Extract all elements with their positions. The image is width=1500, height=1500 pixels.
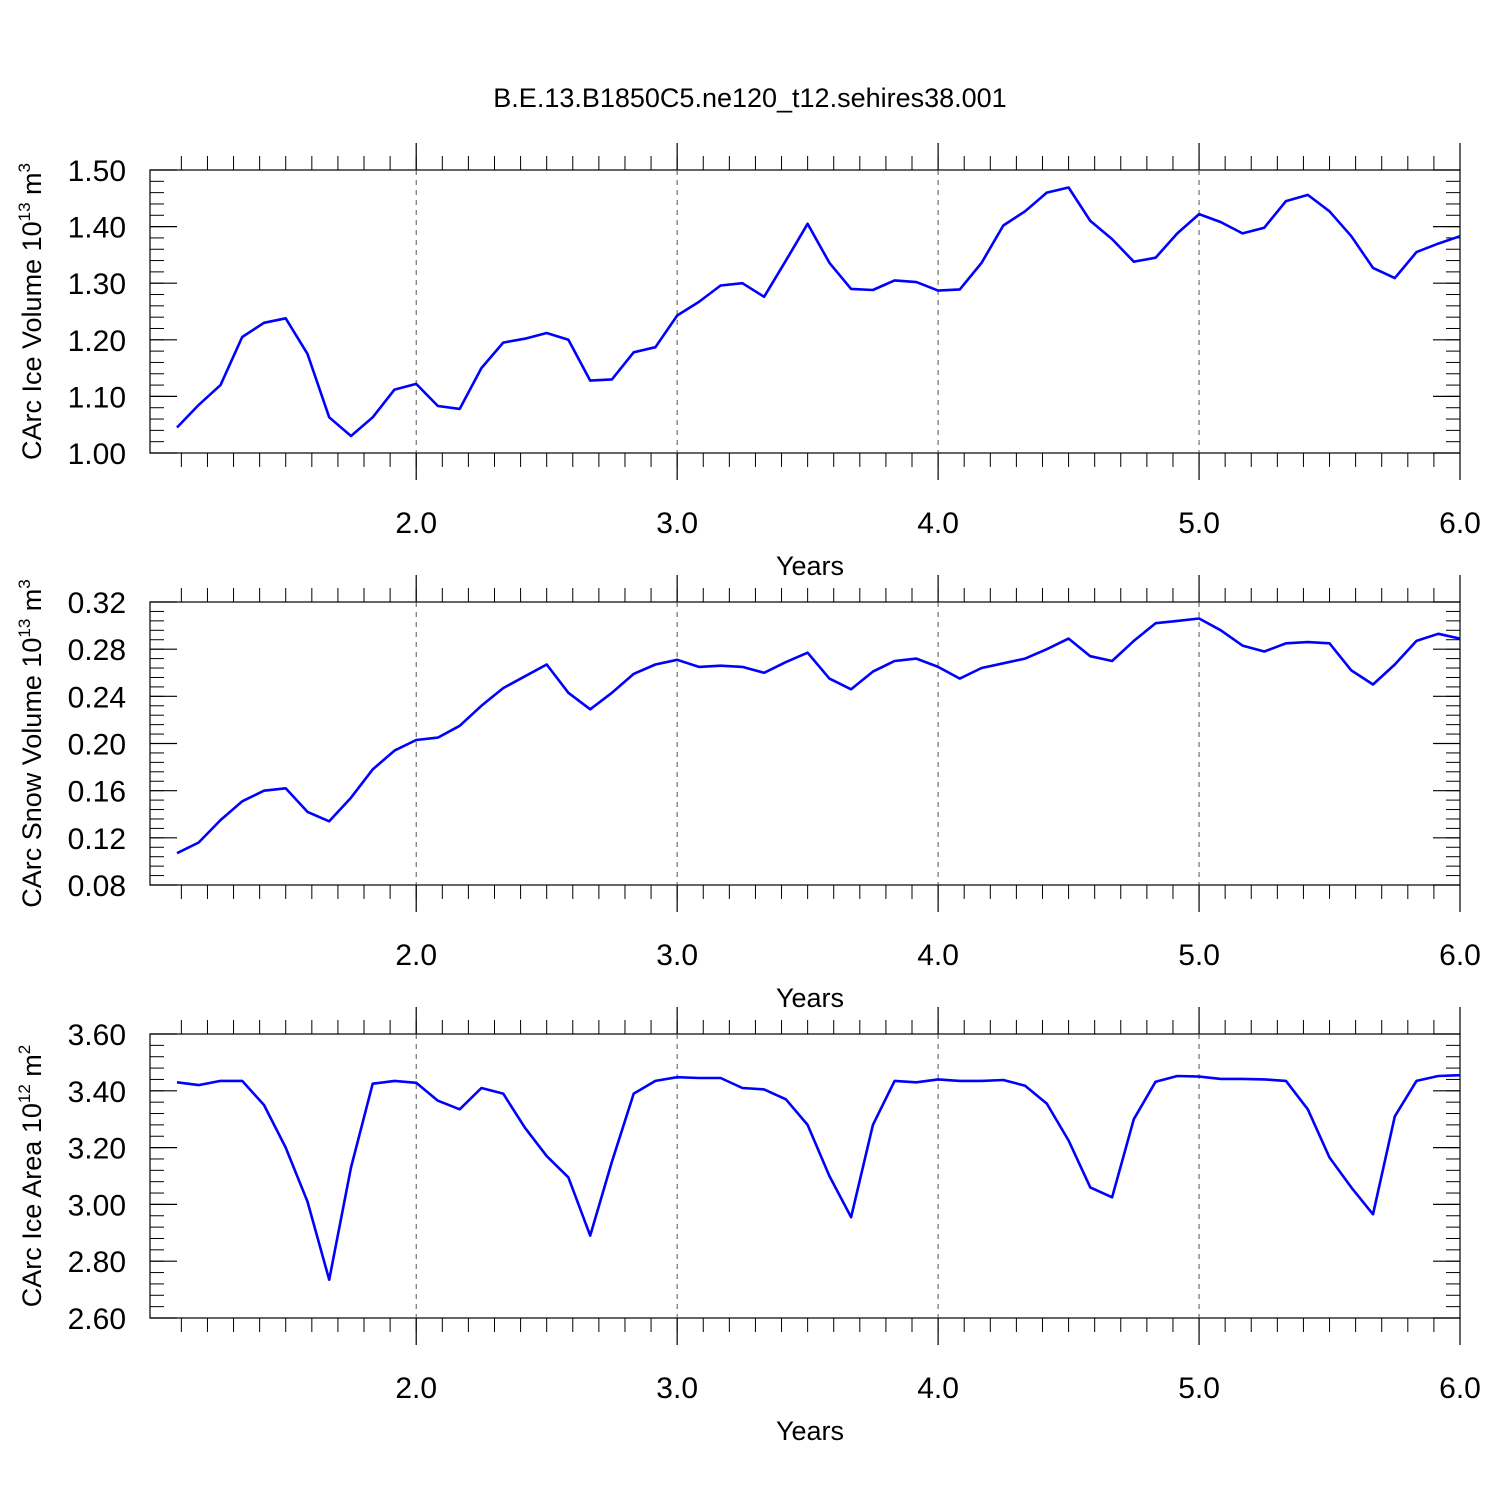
y-tick-label: 0.12 (68, 823, 126, 856)
figure-title: B.E.13.B1850C5.ne120_t12.sehires38.001 (493, 83, 1006, 113)
x-tick-label: 6.0 (1439, 939, 1481, 972)
chart-panel-3: 2.0 3.0 4.0 5.0 6.0 2.60 2.80 3.00 3.20 3.40 3.60 Y… (15, 1007, 1481, 1446)
y-axis-label-exponent: 12 (15, 1084, 34, 1103)
y-tick-label: 0.32 (68, 587, 126, 620)
plot-frame (149, 169, 1461, 454)
y-tick-label: 1.10 (68, 381, 126, 414)
chart-panels: 2.0 3.0 4.0 5.0 6.0 1.00 1.10 1.20 1.30 1.40 1.50 Y… (15, 143, 1481, 1446)
x-tick-label: 5.0 (1178, 939, 1220, 972)
x-tick-label: 2.0 (395, 939, 437, 972)
x-tick-label: 3.0 (656, 939, 698, 972)
y-axis-label-unit: m (17, 172, 47, 202)
y-axis-label-unit-exponent: 3 (15, 163, 34, 172)
y-axis-label: CArc Ice Volume 1013 m3 (15, 163, 47, 460)
x-tick-label: 2.0 (395, 1372, 437, 1405)
chart-panel-1: 2.0 3.0 4.0 5.0 6.0 1.00 1.10 1.20 1.30 1.40 1.50 Y… (15, 143, 1481, 581)
y-tick-label: 2.80 (68, 1246, 126, 1279)
x-tick-label: 6.0 (1439, 1372, 1481, 1405)
y-tick-label: 0.24 (68, 681, 126, 714)
y-tick-label: 3.20 (68, 1133, 126, 1166)
y-tick-label: 1.40 (68, 212, 126, 245)
y-tick-label: 0.16 (68, 776, 126, 809)
x-tick-label: 5.0 (1178, 1372, 1220, 1405)
y-axis-label-unit-exponent: 2 (15, 1045, 34, 1054)
x-tick-label: 4.0 (917, 1372, 959, 1405)
series-line-2 (176, 617, 1461, 855)
y-axis-label: CArc Ice Area 1012 m2 (15, 1045, 47, 1308)
x-tick-label: 4.0 (917, 939, 959, 972)
x-tick-label: 2.0 (395, 507, 437, 540)
x-axis-label: Years (776, 983, 844, 1013)
x-tick-label: 5.0 (1178, 507, 1220, 540)
x-axis-label: Years (776, 1416, 844, 1446)
y-axis-label-exponent: 13 (15, 202, 34, 221)
x-tick-label: 6.0 (1439, 507, 1481, 540)
y-axis-label-text: CArc Ice Volume 10 (17, 221, 47, 460)
y-tick-label: 3.60 (68, 1019, 126, 1052)
y-axis-label: CArc Snow Volume 1013 m3 (15, 579, 47, 908)
x-tick-label: 3.0 (656, 1372, 698, 1405)
y-tick-label: 1.50 (68, 155, 126, 188)
y-axis-label-unit: m (17, 589, 47, 619)
y-tick-label: 0.28 (68, 634, 126, 667)
x-axis-label: Years (776, 551, 844, 581)
y-axis-label-unit-exponent: 3 (15, 579, 34, 588)
y-tick-label: 1.20 (68, 325, 126, 358)
y-axis-label-exponent: 13 (15, 619, 34, 638)
x-tick-label: 4.0 (917, 507, 959, 540)
y-tick-label: 0.20 (68, 729, 126, 762)
y-axis-label-unit: m (17, 1054, 47, 1084)
y-tick-label: 1.00 (68, 438, 126, 471)
plot-frame (149, 1033, 1461, 1319)
series-line-1 (176, 186, 1461, 438)
y-tick-label: 3.00 (68, 1189, 126, 1222)
y-axis-label-text: CArc Snow Volume 10 (17, 638, 47, 908)
y-tick-label: 2.60 (68, 1303, 126, 1336)
chart-panel-2: 2.0 3.0 4.0 5.0 6.0 0.08 0.12 0.16 0.20 0.24 0.28 0… (15, 575, 1481, 1013)
plot-frame (149, 601, 1461, 886)
y-tick-label: 0.08 (68, 870, 126, 903)
y-tick-label: 3.40 (68, 1076, 126, 1109)
y-tick-label: 1.30 (68, 268, 126, 301)
y-axis-label-text: CArc Ice Area 10 (17, 1103, 47, 1307)
x-tick-label: 3.0 (656, 507, 698, 540)
series-line-3 (176, 1073, 1461, 1281)
